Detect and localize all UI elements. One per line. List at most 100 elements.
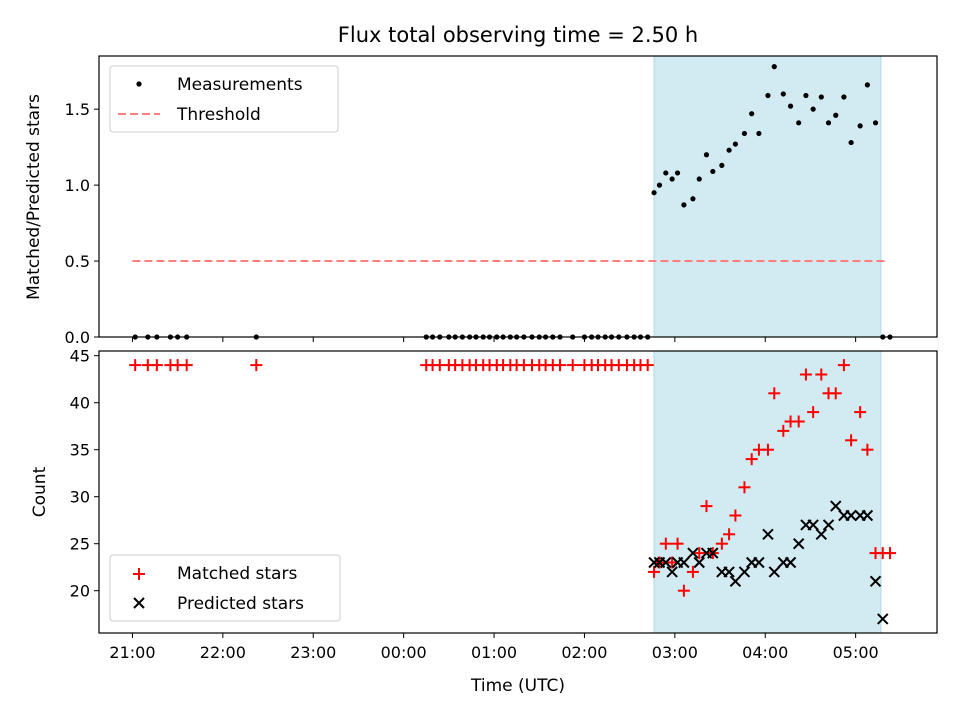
measurements-point xyxy=(726,147,732,153)
predicted-stars-point xyxy=(762,528,774,541)
measurements-point xyxy=(690,196,696,202)
measurements-point xyxy=(719,162,725,168)
ratio-panel: 0.0 0.5 1.0 1.5 Matched/Predicted stars Mea… xyxy=(24,55,938,347)
count-axes-frame xyxy=(98,350,938,634)
x-axis-label: Time (UTC) xyxy=(470,676,565,696)
matched-stars-point xyxy=(693,547,706,560)
chart-title: Flux total observing time = 2.50 h xyxy=(338,23,698,47)
measurements-point xyxy=(681,202,687,208)
matched-stars-point xyxy=(738,481,751,494)
matched-stars-point xyxy=(129,359,142,372)
measurements-point xyxy=(756,130,762,137)
predicted-stars-point xyxy=(877,613,889,625)
matched-stars-point xyxy=(659,537,672,550)
predicted-stars-point xyxy=(687,547,699,559)
measurements-point xyxy=(663,170,669,176)
predicted-stars-point xyxy=(678,556,690,569)
matched-stars-point xyxy=(745,453,758,466)
predicted-stars-point xyxy=(845,509,857,522)
matched-stars-point xyxy=(671,537,684,550)
x-tick-label: 05:00 xyxy=(833,643,879,662)
matched-stars-point xyxy=(250,359,263,372)
measurements-point xyxy=(710,168,716,175)
measurements-point xyxy=(864,82,870,88)
predicted-stars-point xyxy=(729,575,742,588)
count-y-tick-label: 35 xyxy=(70,441,90,460)
count-legend: Matched stars Predicted stars xyxy=(109,554,341,622)
ratio-y-tick-label: 1.5 xyxy=(65,100,90,119)
matched-stars-point xyxy=(700,500,713,513)
x-tick-label: 03:00 xyxy=(652,643,698,662)
x-tick-label: 00:00 xyxy=(381,643,427,662)
matched-stars-point xyxy=(777,424,790,437)
matched-stars-point xyxy=(686,565,699,578)
matched-stars-point xyxy=(883,547,896,560)
count-observing-window xyxy=(653,350,882,634)
matched-stars-point xyxy=(845,434,858,447)
count-y-tick-label: 20 xyxy=(70,582,90,601)
matched-stars-point xyxy=(792,415,805,428)
matched-stars-point xyxy=(729,509,742,522)
predicted-stars-point xyxy=(822,519,835,531)
legend-threshold-label: Threshold xyxy=(176,105,261,125)
predicted-stars-point xyxy=(768,566,780,578)
matched-stars-point xyxy=(768,387,781,400)
x-tick-label: 21:00 xyxy=(109,643,155,662)
matched-stars-point xyxy=(815,368,828,381)
predicted-stars-point xyxy=(666,566,678,578)
matched-stars-point xyxy=(799,368,812,381)
measurements-point xyxy=(872,120,879,126)
measurements-point xyxy=(749,111,755,117)
ratio-y-tick-label: 1.0 xyxy=(65,176,90,195)
measurements-point xyxy=(803,92,809,99)
measurements-point xyxy=(669,176,675,182)
predicted-stars-point xyxy=(738,566,751,578)
matched-stars-point xyxy=(807,406,820,419)
matched-stars-point xyxy=(180,359,193,372)
count-y-tick-label: 30 xyxy=(70,488,90,507)
matched-stars-point xyxy=(554,359,567,372)
predicted-stars-point xyxy=(660,556,672,569)
measurements-point xyxy=(765,92,771,99)
x-tick-label: 02:00 xyxy=(561,643,607,662)
ratio-y-tick-label: 0.5 xyxy=(65,252,90,271)
matched-stars-point xyxy=(837,359,850,372)
predicted-stars-point xyxy=(753,556,765,569)
predicted-stars-point xyxy=(693,556,705,569)
predicted-stars-point xyxy=(861,509,874,522)
count-y-tick-label: 25 xyxy=(70,535,90,554)
measurements-point xyxy=(825,120,832,126)
measurements-point xyxy=(787,103,794,109)
predicted-stars-point xyxy=(707,547,719,559)
predicted-stars-point xyxy=(815,528,827,541)
matched-stars-point xyxy=(150,359,163,372)
matched-stars-point xyxy=(566,359,579,372)
count-panel: 20 25 30 35 40 45 21:00 22:00 23:00 00:00 01:00 02… xyxy=(30,347,938,662)
legend-measurements-label: Measurements xyxy=(177,75,303,95)
predicted-stars-point xyxy=(723,566,735,578)
legend-matched-marker xyxy=(133,568,145,580)
matched-stars-point xyxy=(861,443,874,456)
measurements-point xyxy=(674,170,681,176)
legend-predicted-label: Predicted stars xyxy=(177,594,304,614)
measurements-point xyxy=(841,94,847,100)
measurements-point xyxy=(741,130,748,137)
measurements-point xyxy=(818,94,824,100)
ratio-y-axis-label: Matched/Predicted stars xyxy=(24,94,44,300)
legend-predicted-marker xyxy=(133,597,145,609)
measurements-point xyxy=(833,112,839,118)
measurements-point xyxy=(696,176,702,182)
count-y-tick-label: 45 xyxy=(70,347,90,366)
measurements-point xyxy=(703,152,710,158)
count-y-axis-label: Count xyxy=(30,466,50,517)
x-tick-label: 01:00 xyxy=(471,643,517,662)
predicted-stars-point xyxy=(784,556,797,569)
matched-stars-point xyxy=(641,359,654,372)
predicted-stars-point xyxy=(869,575,882,588)
ratio-axes-frame xyxy=(98,55,938,338)
measurements-point xyxy=(848,139,854,146)
measurements-point xyxy=(771,64,777,70)
predicted-stars-point xyxy=(830,500,842,512)
matched-stars-point xyxy=(829,387,842,400)
